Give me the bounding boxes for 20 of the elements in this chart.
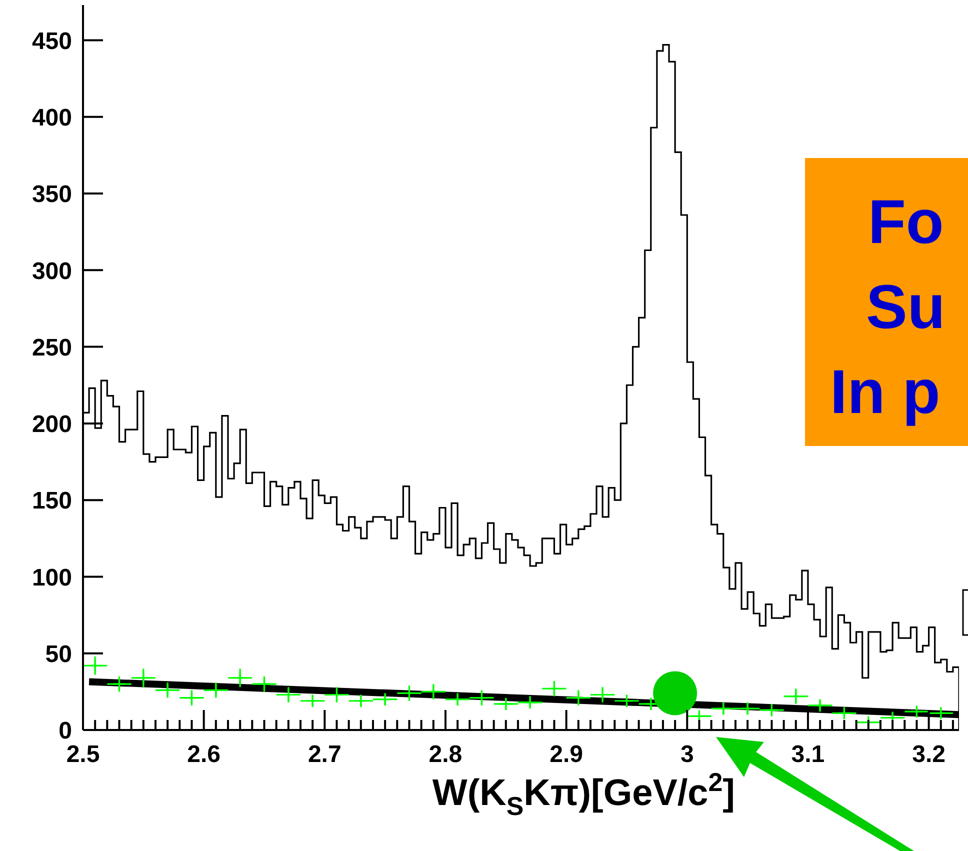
y-tick-label: 50 — [45, 640, 72, 668]
y-tick-label: 200 — [32, 411, 72, 438]
y-tick-label: 150 — [32, 488, 72, 515]
x-tick-label: 3 — [680, 741, 694, 768]
x-tick-label: 3.2 — [912, 741, 946, 768]
y-tick-label: 350 — [32, 181, 72, 208]
y-tick-label: 300 — [32, 258, 72, 285]
x-tick-label: 2.8 — [428, 741, 462, 768]
x-tick-label: 2.7 — [308, 741, 342, 768]
y-tick-label: 100 — [32, 564, 72, 592]
y-tick-label: 400 — [32, 104, 72, 132]
x-tick-label: 2.9 — [550, 741, 583, 768]
x-axis-title: W(K$_{S}$Kπ)[GeV/c$^{2}$] — [432, 768, 735, 822]
annotation: Su — [866, 273, 946, 342]
annotation: Fo — [868, 188, 944, 257]
y-tick-label: 250 — [32, 334, 72, 362]
x-tick-label: 2.6 — [187, 741, 221, 768]
x-tick-label: 3.1 — [791, 741, 825, 768]
annotation: In p — [830, 358, 940, 427]
y-tick-label: 450 — [32, 28, 72, 55]
